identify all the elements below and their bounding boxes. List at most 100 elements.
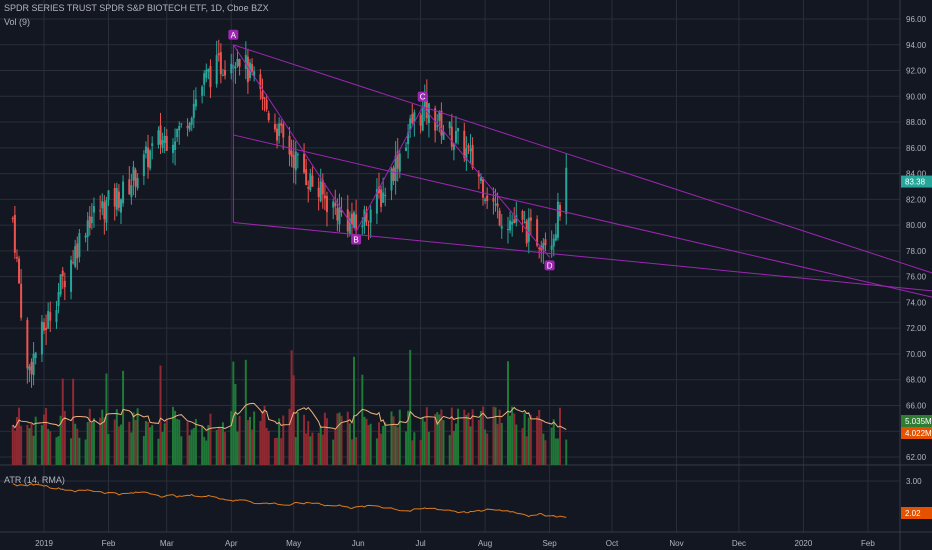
candle-body — [209, 65, 212, 88]
candle-body — [217, 53, 220, 56]
candle-body — [63, 280, 66, 288]
candle-body — [307, 187, 310, 189]
candle-body — [288, 135, 291, 155]
candle-body — [396, 151, 399, 169]
volume-bar — [159, 365, 162, 465]
volume-bar — [469, 426, 472, 465]
volume-bar — [113, 419, 116, 465]
volume-bar — [559, 407, 561, 465]
volume-bar — [467, 412, 470, 465]
candle-body — [565, 167, 568, 214]
y-tick-label: 78.00 — [906, 247, 927, 256]
candle-body — [363, 209, 366, 226]
volume-bar — [163, 423, 166, 465]
y-tick-label: 82.00 — [906, 195, 927, 204]
candle-body — [484, 199, 487, 202]
candle-body — [454, 130, 457, 143]
volume-bar — [248, 416, 251, 465]
volume-bar — [413, 432, 416, 465]
candle-body — [59, 274, 62, 295]
candle-body — [159, 125, 162, 145]
volume-bar — [382, 425, 385, 465]
candle-body — [246, 56, 249, 83]
candle-body — [70, 260, 73, 292]
candle-body — [450, 126, 453, 147]
y-tick-label: 90.00 — [906, 92, 927, 101]
candle-body — [165, 136, 168, 151]
volume-bar — [70, 438, 73, 465]
candle-body — [380, 189, 383, 207]
candle-body — [221, 74, 224, 76]
candle-body — [323, 195, 326, 199]
volume-bar — [375, 438, 378, 465]
volume-bar — [282, 415, 285, 465]
volume-bar — [307, 421, 310, 465]
candle-body — [90, 216, 93, 224]
trendline-upper — [233, 44, 932, 274]
candle-body — [367, 224, 370, 226]
candle-body — [365, 212, 368, 222]
volume-bar — [147, 422, 150, 465]
volume-bar — [542, 433, 545, 465]
last-price-tag: 83.38 — [905, 178, 926, 187]
candle-body — [72, 262, 75, 264]
candle-body — [49, 312, 52, 321]
y-tick-label: 92.00 — [906, 67, 927, 76]
candle-body — [311, 175, 314, 187]
candle-body — [40, 321, 43, 355]
candle-body — [375, 189, 378, 214]
candle-body — [190, 118, 193, 125]
pattern-point-c — [417, 91, 428, 102]
y-tick-label: 88.00 — [906, 118, 927, 127]
volume-bar — [115, 409, 118, 465]
volume-bar — [13, 430, 16, 465]
volume-bar — [136, 408, 139, 465]
volume-bar — [11, 424, 14, 465]
candle-body — [163, 135, 166, 144]
y-tick-label: 74.00 — [906, 298, 927, 307]
candle-body — [132, 166, 135, 181]
volume-bar — [276, 437, 279, 465]
candle-body — [105, 200, 108, 223]
volume-bar — [409, 349, 412, 465]
candle-body — [57, 292, 60, 307]
volume-bar — [32, 435, 35, 465]
volume-bar — [49, 431, 52, 465]
candles — [11, 39, 568, 388]
candle-body — [305, 169, 308, 186]
volume-bar — [230, 411, 233, 465]
candle-body — [486, 195, 489, 201]
volume-bar — [238, 415, 241, 465]
candle-body — [463, 130, 466, 158]
volume-bar — [380, 433, 383, 465]
volume-bar — [334, 430, 337, 465]
pattern-point-label: C — [420, 93, 426, 102]
candle-body — [436, 125, 439, 127]
candle-body — [303, 153, 306, 173]
volume-bar — [188, 435, 191, 465]
x-tick-label: Feb — [861, 539, 875, 548]
atr-value-tag: 2.02 — [905, 509, 921, 518]
candle-body — [405, 147, 408, 151]
candle-body — [119, 199, 122, 213]
x-tick-label: Oct — [606, 539, 619, 548]
volume-bar — [161, 432, 164, 465]
volume-bar — [259, 420, 262, 465]
candle-body — [172, 144, 174, 153]
volume-bar — [309, 436, 312, 465]
volume-value-tag: 5.035M — [905, 417, 932, 426]
atr-line — [12, 483, 567, 518]
candle-body — [117, 191, 120, 208]
volume-bar — [454, 423, 457, 465]
atr-value-tag-bg — [901, 507, 932, 519]
candle-body — [92, 205, 95, 213]
candle-body — [394, 155, 397, 182]
x-tick-label: Dec — [732, 539, 746, 548]
candle-body — [230, 63, 233, 74]
candle-body — [390, 168, 393, 191]
volume-bar — [436, 412, 439, 465]
trendline-lower — [233, 222, 932, 292]
volume-bar — [86, 422, 89, 465]
candle-body — [205, 69, 208, 78]
